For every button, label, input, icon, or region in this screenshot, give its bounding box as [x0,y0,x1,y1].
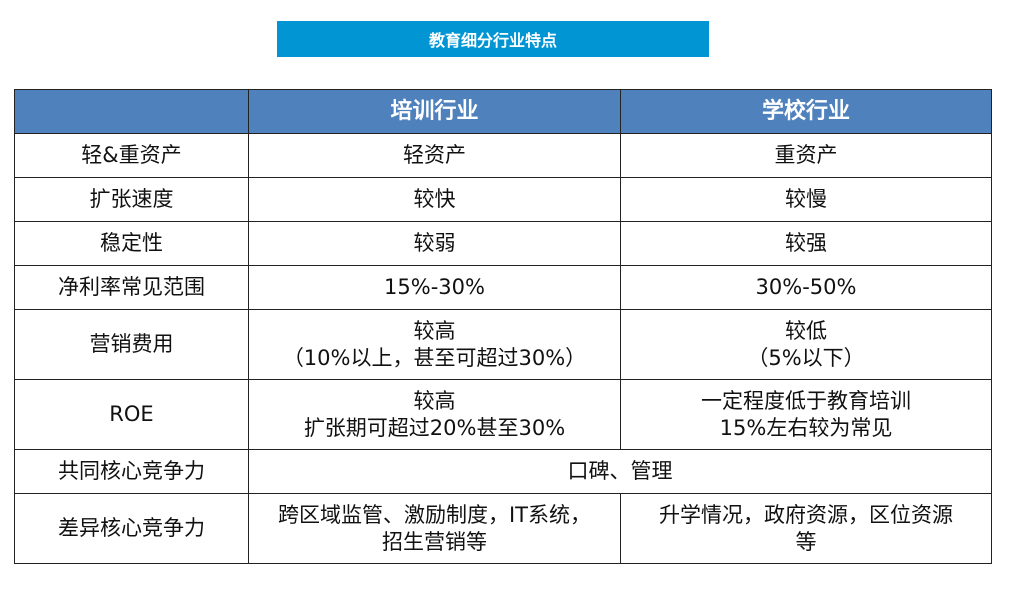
table-row: 轻&重资产 轻资产 重资产 [14,133,992,178]
row-label: 净利率常见范围 [14,265,249,310]
school-cell: 重资产 [620,133,992,178]
table-header-row: 培训行业 学校行业 [14,89,992,134]
training-cell: 跨区域监管、激励制度，IT系统， 招生营销等 [248,493,621,564]
row-label: 共同核心竞争力 [14,449,249,494]
cell-line: 升学情况，政府资源，区位资源 [659,502,953,527]
row-label: 轻&重资产 [14,133,249,178]
table-row: 扩张速度 较快 较慢 [14,177,992,222]
training-cell: 较快 [248,177,621,222]
table-row: 稳定性 较弱 较强 [14,221,992,266]
header-training: 培训行业 [248,89,621,134]
row-label: 扩张速度 [14,177,249,222]
table-row: 差异核心竞争力 跨区域监管、激励制度，IT系统， 招生营销等 升学情况，政府资源… [14,493,992,564]
cell-line: 等 [795,529,817,554]
cell-line: （10%以上，甚至可超过30%） [282,345,587,370]
header-corner [14,89,249,134]
cell-line: 招生营销等 [382,529,487,554]
row-label: 差异核心竞争力 [14,493,249,564]
training-cell: 轻资产 [248,133,621,178]
cell-line: 较高 [413,318,456,343]
cell-line: 跨区域监管、激励制度，IT系统， [277,502,592,527]
training-cell: 较弱 [248,221,621,266]
school-cell: 较低 （5%以下） [620,309,992,380]
training-cell: 15%-30% [248,265,621,310]
school-cell: 升学情况，政府资源，区位资源 等 [620,493,992,564]
table-row: 共同核心竞争力 口碑、管理 [14,449,992,494]
cell-line: 较低 [785,318,827,343]
comparison-table: 培训行业 学校行业 轻&重资产 轻资产 重资产 扩张速度 较快 较慢 稳定性 较… [14,89,992,564]
school-cell: 较强 [620,221,992,266]
table-row: 营销费用 较高 （10%以上，甚至可超过30%） 较低 （5%以下） [14,309,992,380]
row-label: 营销费用 [14,309,249,380]
training-cell: 较高 扩张期可超过20%甚至30% [248,379,621,450]
table-row: ROE 较高 扩张期可超过20%甚至30% 一定程度低于教育培训 15%左右较为… [14,379,992,450]
cell-line: （5%以下） [747,345,865,370]
school-cell: 一定程度低于教育培训 15%左右较为常见 [620,379,992,450]
merged-cell: 口碑、管理 [248,449,992,494]
school-cell: 30%-50% [620,265,992,310]
cell-line: 较高 [413,388,456,413]
page-title: 教育细分行业特点 [277,21,709,57]
row-label: 稳定性 [14,221,249,266]
training-cell: 较高 （10%以上，甚至可超过30%） [248,309,621,380]
school-cell: 较慢 [620,177,992,222]
table-row: 净利率常见范围 15%-30% 30%-50% [14,265,992,310]
header-school: 学校行业 [620,89,992,134]
row-label: ROE [14,379,249,450]
cell-line: 一定程度低于教育培训 [701,388,911,413]
cell-line: 15%左右较为常见 [719,415,893,440]
cell-line: 扩张期可超过20%甚至30% [303,415,566,440]
